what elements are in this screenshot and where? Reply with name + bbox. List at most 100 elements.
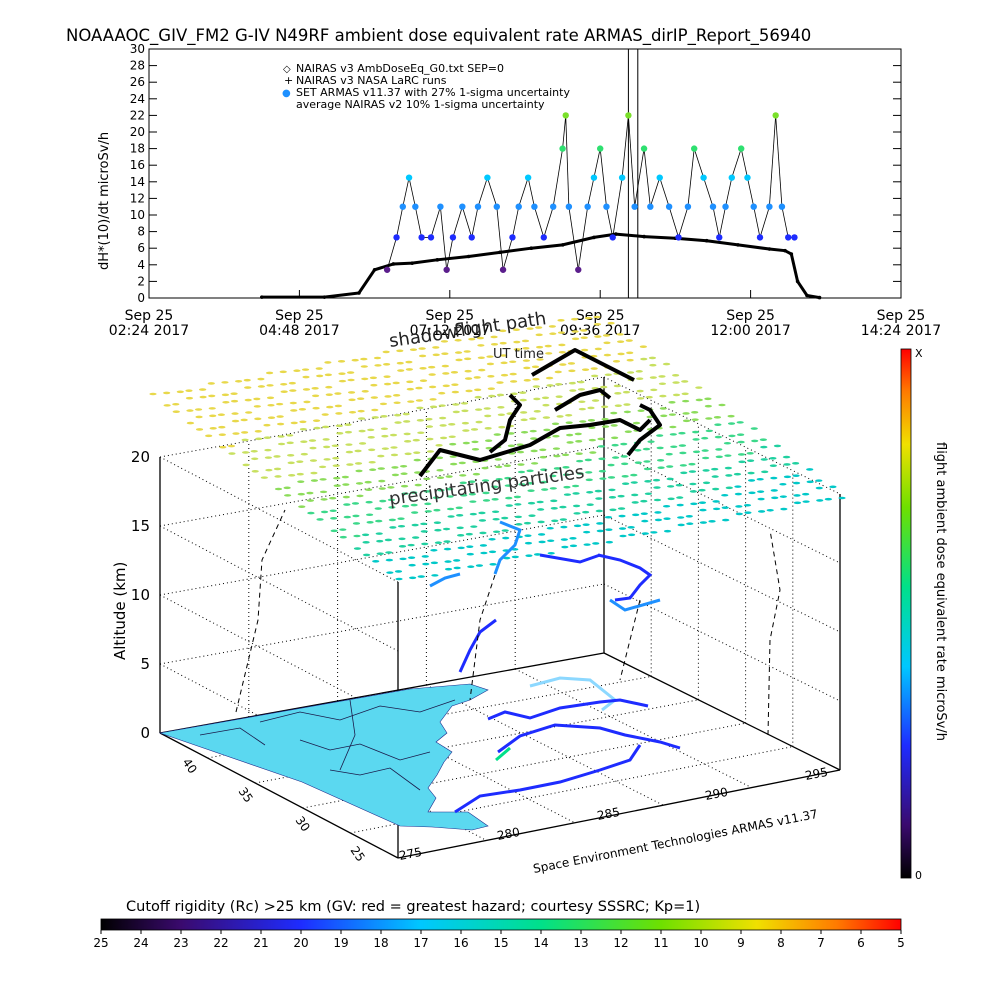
particle-mark (391, 466, 399, 469)
particle-mark (368, 448, 376, 452)
particle-mark (533, 410, 541, 413)
particle-mark (432, 346, 440, 349)
x-tick-label-date: Sep 25 (275, 308, 324, 324)
particle-mark (610, 424, 618, 427)
particle-mark (428, 365, 436, 369)
particle-mark (654, 511, 662, 514)
particle-mark (387, 498, 395, 502)
particle-mark (375, 532, 383, 535)
particle-mark (641, 519, 649, 523)
particle-mark (414, 471, 422, 474)
particle-mark (434, 541, 443, 545)
particle-mark (456, 514, 464, 517)
particle-mark (779, 495, 787, 498)
y-tick-label: 8 (137, 225, 145, 239)
particle-mark (659, 394, 667, 398)
particle-mark (361, 389, 369, 393)
particle-mark (309, 459, 318, 462)
particle-mark (666, 465, 674, 468)
particle-mark (500, 354, 508, 357)
particle-mark (488, 537, 496, 541)
armas-point (722, 203, 729, 210)
rigidity-tick-label: 8 (777, 936, 785, 950)
particle-mark (566, 433, 574, 437)
latitude-tick-label: 30 (293, 814, 313, 835)
particle-mark (481, 466, 489, 470)
particle-mark (518, 483, 526, 486)
rigidity-tick-label: 6 (857, 936, 865, 950)
particle-mark (760, 458, 768, 461)
particle-mark (536, 358, 544, 361)
particle-mark (361, 533, 370, 537)
particle-mark (529, 429, 537, 433)
particle-mark (520, 418, 528, 422)
particle-mark (307, 511, 315, 515)
particle-mark (465, 389, 473, 393)
particle-mark (364, 480, 372, 484)
particle-mark (603, 353, 612, 357)
particle-mark (591, 399, 600, 402)
armas-point (756, 234, 764, 241)
armas-connector (643, 148, 651, 207)
particle-mark (329, 509, 337, 513)
particle-mark (322, 438, 330, 441)
particle-mark (723, 441, 732, 445)
particle-mark (163, 404, 171, 407)
particle-mark (474, 388, 482, 392)
particle-mark (540, 468, 548, 471)
particle-mark (596, 522, 604, 525)
particle-mark (562, 473, 571, 477)
particle-mark (712, 487, 720, 491)
particle-mark (352, 514, 360, 518)
particle-mark (679, 464, 687, 467)
particle-mark (400, 472, 408, 476)
particle-mark (358, 442, 367, 445)
particle-mark (389, 433, 398, 437)
particle-mark (725, 474, 733, 477)
particle-mark (630, 473, 638, 477)
particle-mark (759, 438, 767, 442)
armas-connector (659, 177, 670, 207)
particle-mark (443, 540, 451, 543)
armas-connector (606, 206, 614, 238)
particle-mark (705, 417, 713, 420)
particle-mark (185, 389, 193, 392)
particle-mark (496, 381, 504, 384)
particle-mark (806, 480, 814, 484)
particle-mark (517, 470, 526, 474)
particle-mark (186, 409, 194, 412)
armas-point (618, 174, 626, 181)
particle-mark (634, 448, 642, 452)
particle-mark (208, 394, 216, 398)
particle-mark (478, 519, 487, 522)
armas-point (493, 203, 500, 210)
particle-mark (644, 480, 652, 483)
particle-mark (715, 448, 723, 451)
armas-point (484, 174, 491, 181)
particle-mark (516, 450, 525, 454)
armas-connector (487, 177, 498, 207)
armas-connector (430, 206, 441, 238)
armas-point (575, 266, 582, 273)
particle-mark (702, 469, 710, 472)
particle-mark (549, 487, 557, 490)
particle-mark (479, 531, 487, 535)
particle-mark (547, 551, 555, 555)
particle-mark (680, 471, 688, 475)
armas-connector (396, 206, 404, 238)
particle-mark (591, 374, 599, 378)
particle-mark (616, 333, 624, 336)
particle-mark (172, 402, 180, 406)
particle-mark (607, 321, 615, 325)
particle-mark (639, 345, 647, 349)
particle-mark (313, 426, 321, 430)
rigidity-tick-label: 23 (173, 936, 188, 950)
particle-mark (572, 504, 581, 508)
particle-mark (744, 511, 752, 514)
particle-mark (455, 358, 463, 362)
particle-mark (504, 484, 512, 487)
particle-mark (474, 395, 482, 399)
particle-mark (413, 451, 421, 454)
particle-mark (253, 405, 261, 408)
particle-mark (339, 528, 347, 531)
